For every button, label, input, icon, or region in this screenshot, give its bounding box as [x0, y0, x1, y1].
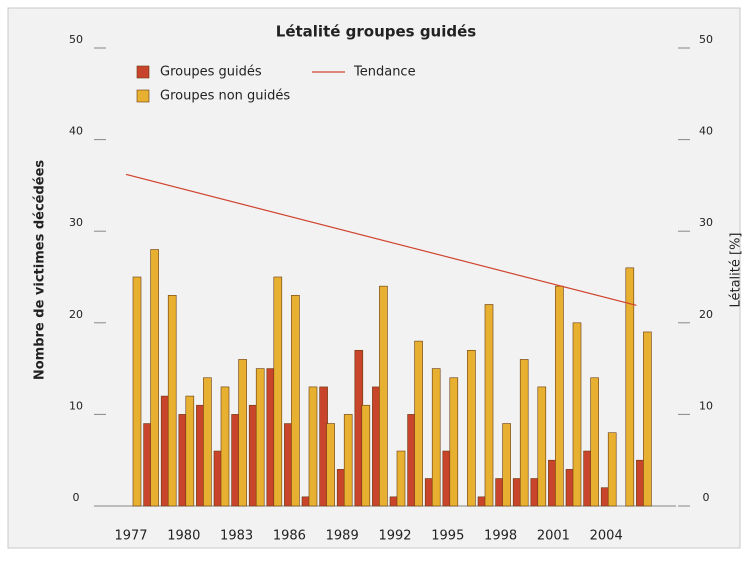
x-tick-label: 1977 [114, 529, 147, 544]
bar [467, 349, 476, 507]
x-tick-label: 1995 [431, 529, 464, 544]
y-tick-label: 30 [69, 216, 83, 229]
bar [185, 395, 195, 507]
bar [308, 386, 318, 507]
bar [132, 276, 142, 507]
y-tick-label: 20 [69, 308, 83, 321]
legend-label: Groupes non guidés [160, 89, 290, 104]
x-tick-label: 2004 [590, 529, 623, 544]
x-tick-label: 1986 [273, 529, 306, 544]
bar [326, 423, 335, 507]
legend-label: Groupes guidés [160, 65, 262, 80]
bar [625, 267, 635, 507]
bar [414, 340, 423, 507]
legend-swatch [136, 89, 150, 103]
bar [255, 368, 265, 507]
bar [555, 285, 564, 507]
trend-line [125, 173, 637, 306]
y-axis-label: Nombre de victimes décédées [33, 160, 48, 381]
bar [291, 295, 300, 507]
y2-axis-label: Létalité [%] [729, 232, 744, 307]
bar [502, 423, 511, 507]
x-tick-label: 1998 [484, 529, 517, 544]
x-tick-label: 1980 [167, 529, 200, 544]
y2-tick-label: 30 [699, 216, 713, 229]
bar [449, 377, 459, 507]
bar [361, 404, 371, 507]
legend-swatch [136, 65, 150, 79]
bar [343, 414, 353, 507]
bar [203, 377, 212, 507]
bar [537, 386, 547, 507]
bar [519, 359, 529, 507]
x-tick-label: 1992 [378, 529, 411, 544]
bar [238, 359, 247, 507]
bar [379, 285, 388, 507]
x-tick-label: 1983 [220, 529, 253, 544]
y-tick-label: 50 [69, 33, 83, 46]
bar [273, 276, 283, 507]
x-tick-label: 1989 [326, 529, 359, 544]
y2-tick-label: 40 [699, 125, 713, 138]
bar [590, 377, 599, 507]
bar [431, 368, 441, 507]
bar [150, 249, 159, 507]
bar [220, 386, 230, 507]
chart-title: Létalité groupes guidés [276, 23, 477, 41]
y2-tick-label: 20 [699, 308, 713, 321]
bar [643, 331, 652, 507]
bar [484, 304, 494, 507]
y-tick-label: 40 [69, 125, 83, 138]
legend-label: Tendance [353, 65, 416, 80]
y2-tick-label: 50 [699, 33, 713, 46]
y2-tick-label: 0 [703, 491, 710, 504]
bar [607, 432, 617, 507]
bar [396, 450, 406, 507]
y2-tick-label: 10 [699, 399, 713, 412]
bar [167, 295, 177, 507]
y-tick-label: 10 [69, 399, 83, 412]
bar [572, 322, 582, 507]
x-tick-label: 2001 [537, 529, 570, 544]
y-tick-label: 0 [73, 491, 80, 504]
